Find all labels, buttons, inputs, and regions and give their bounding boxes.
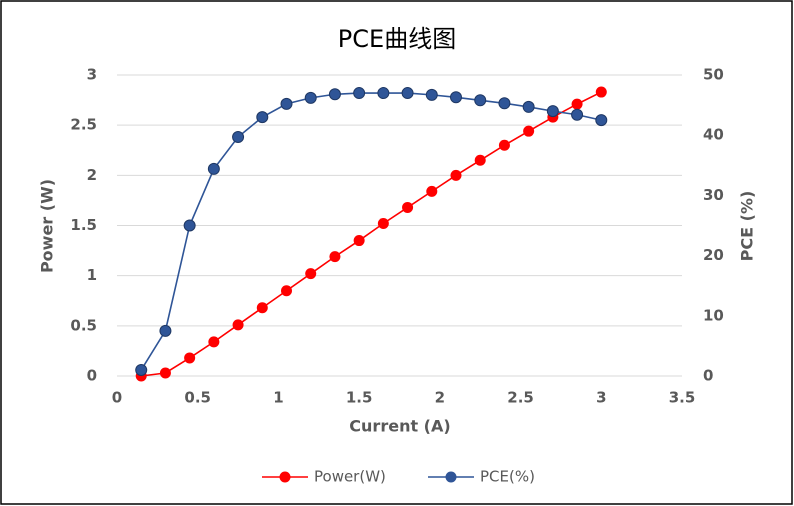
- data-point: [280, 97, 293, 110]
- data-point: [232, 131, 245, 144]
- data-point: [571, 108, 584, 121]
- data-point: [523, 125, 535, 137]
- x-tick-label: 3: [596, 389, 606, 407]
- y2-tick-label: 0: [703, 367, 713, 385]
- x-tick-label: 1.5: [346, 389, 373, 407]
- x-axis-label: Current (A): [349, 417, 450, 436]
- data-point: [281, 285, 292, 297]
- data-point: [159, 367, 171, 379]
- data-point: [426, 185, 438, 197]
- x-tick-label: 1: [273, 389, 283, 407]
- data-point: [498, 97, 511, 110]
- data-point: [328, 88, 341, 101]
- data-point: [595, 114, 608, 127]
- data-point: [546, 105, 559, 118]
- x-tick-label: 2.5: [507, 389, 534, 407]
- legend-label: PCE(%): [480, 468, 535, 486]
- chart-title: PCE曲线图: [338, 25, 456, 53]
- y-tick-label: 0: [87, 367, 97, 385]
- data-point: [159, 324, 172, 337]
- data-point: [425, 88, 438, 101]
- legend-marker: [445, 471, 457, 483]
- legend-label: Power(W): [314, 468, 386, 486]
- legend-marker: [279, 471, 291, 483]
- data-point: [353, 87, 366, 100]
- data-point: [498, 139, 510, 151]
- data-point: [256, 302, 268, 314]
- y-tick-label: 0.5: [70, 316, 97, 334]
- y2-tick-label: 20: [703, 246, 724, 264]
- data-point: [207, 162, 220, 175]
- y-axis-label: Power (W): [38, 179, 57, 273]
- data-point: [304, 91, 317, 104]
- y-tick-label: 2: [87, 166, 97, 184]
- data-point: [377, 87, 390, 100]
- data-point: [571, 98, 583, 110]
- data-point: [353, 235, 365, 247]
- data-point: [402, 201, 414, 213]
- data-point: [184, 352, 196, 364]
- data-point: [208, 336, 220, 348]
- y2-tick-label: 10: [703, 306, 724, 324]
- data-point: [329, 251, 341, 263]
- x-tick-label: 0.5: [184, 389, 211, 407]
- data-point: [256, 111, 269, 124]
- data-point: [135, 363, 148, 376]
- y-tick-label: 3: [87, 66, 97, 84]
- data-point: [401, 87, 414, 100]
- x-tick-label: 3.5: [669, 389, 696, 407]
- y2-tick-label: 30: [703, 186, 724, 204]
- data-point: [232, 319, 244, 331]
- data-point: [474, 94, 487, 107]
- data-point: [522, 100, 535, 113]
- y-tick-label: 2.5: [70, 116, 97, 134]
- y-tick-label: 1.5: [70, 216, 97, 234]
- data-point: [305, 268, 317, 280]
- x-tick-label: 0: [112, 389, 122, 407]
- data-point: [595, 86, 607, 98]
- y2-axis-label: PCE (%): [738, 191, 757, 262]
- y-tick-label: 1: [87, 266, 97, 284]
- y2-tick-label: 50: [703, 66, 724, 84]
- data-point: [450, 169, 462, 181]
- x-tick-label: 2: [435, 389, 445, 407]
- y2-tick-label: 40: [703, 126, 724, 144]
- data-point: [474, 154, 486, 166]
- data-point: [377, 217, 389, 229]
- data-point: [183, 219, 196, 232]
- data-point: [450, 91, 462, 104]
